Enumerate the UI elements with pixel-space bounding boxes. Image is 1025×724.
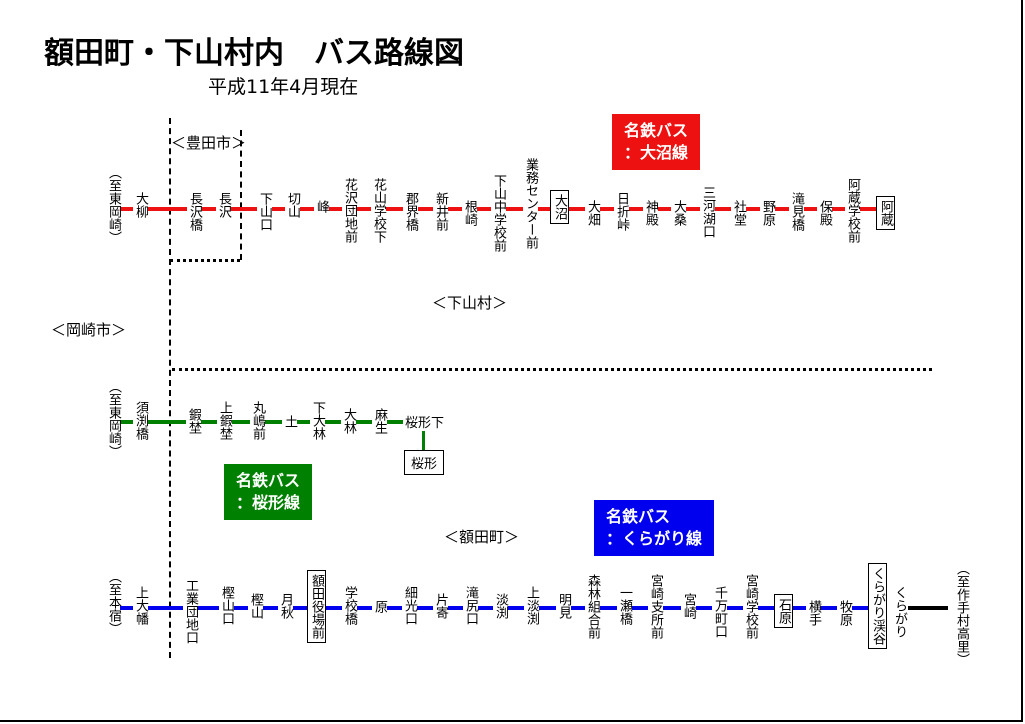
sakuragata-stop: 土 [282, 413, 297, 430]
onuma-stop: 郡界橋 [403, 190, 418, 233]
shimoyama-nukata-boundary [172, 368, 932, 371]
kuragari-stop: 宮崎 [681, 591, 696, 621]
kuragari-dest-left: （至本宿） [106, 570, 121, 635]
route-badge-kuragari: 名鉄バス ：くらがり線 [594, 500, 715, 556]
onuma-stop: 根崎 [462, 198, 477, 228]
kuragari-stop: 明見 [556, 591, 571, 621]
onuma-stop: 新井前 [433, 190, 448, 233]
kuragari-terminal-line [908, 606, 948, 610]
kuragari-stop: 上淡渕 [524, 584, 539, 627]
badge-kuragari-line1: 名鉄バス [606, 507, 671, 526]
onuma-stop: 花沢団地前 [342, 176, 357, 245]
onuma-stop: 保殿 [817, 198, 832, 228]
kuragari-stop: 横手 [806, 598, 821, 628]
route-badge-onuma: 名鉄バス ：大沼線 [612, 114, 701, 170]
kuragari-stop: 学校橋 [342, 584, 357, 627]
kuragari-stop: 牧原 [837, 598, 852, 628]
onuma-stop: 神殿 [643, 198, 658, 228]
onuma-stop: 日折峠 [614, 190, 629, 233]
sakuragata-stop: 上鍜埜 [217, 399, 232, 442]
sakuragata-junction: 桜形下 [403, 412, 447, 431]
onuma-stop: 峰 [314, 198, 329, 215]
kuragari-stop: 樫山口 [219, 584, 234, 627]
sakuragata-branch-terminal: 桜形 [404, 450, 445, 475]
toyota-boundary-right [240, 130, 242, 260]
onuma-stop: 大柳 [133, 190, 148, 220]
page-title: 額田町・下山村内 バス路線図 [44, 36, 464, 71]
onuma-stop: 切山 [285, 190, 300, 220]
sakuragata-stop: 須渕橋 [133, 399, 148, 442]
sakuragata-stop: 丸嶋前 [250, 399, 265, 442]
region-toyota: ＜豊田市＞ [171, 134, 247, 152]
okazaki-boundary-line [169, 118, 171, 658]
route-badge-sakuragata: 名鉄バス ：桜形線 [224, 464, 313, 520]
onuma-stop: 下山口 [257, 190, 272, 233]
kuragari-stop: 千万町口 [712, 584, 727, 640]
kuragari-dest-right: （至作手村高里） [954, 562, 969, 666]
kuragari-stop: 原 [372, 598, 387, 615]
sakuragata-stop: 下大林 [310, 399, 325, 442]
kuragari-stop: くらがり [892, 584, 907, 640]
kuragari-stop: 滝尻口 [463, 584, 478, 627]
onuma-stop-terminal: 阿蔵 [876, 196, 895, 230]
kuragari-stop: 淡渕 [493, 591, 508, 621]
sakuragata-dest-left: （至東岡崎） [106, 380, 121, 458]
region-okazaki: ＜岡崎市＞ [51, 321, 127, 339]
kuragari-stop: 月秋 [278, 591, 293, 621]
kuragari-stop: 樫山 [248, 591, 263, 621]
badge-sakuragata-line2: ：桜形線 [236, 493, 301, 512]
sakuragata-stop: 大林 [341, 406, 356, 436]
kuragari-stop: 工業団地口 [183, 577, 198, 646]
onuma-stop: 大畑 [585, 198, 600, 228]
kuragari-stop: 森林組合前 [585, 572, 600, 641]
onuma-stop: 下山中学校前 [491, 172, 506, 254]
kuragari-stop-boxed: くらがり渓谷 [868, 563, 887, 649]
sakuragata-stop: 鍜埜 [186, 406, 201, 436]
kuragari-stop-boxed: 額田役場前 [307, 570, 326, 643]
region-nukata: ＜額田町＞ [444, 528, 520, 546]
onuma-stop: 滝見橋 [789, 190, 804, 233]
page-subtitle: 平成11年4月現在 [208, 76, 359, 98]
kuragari-stop: 一瀬橋 [617, 584, 632, 627]
kuragari-stop-boxed: 石原 [774, 594, 793, 628]
sakuragata-route-line [120, 420, 425, 424]
onuma-stop: 花山学校下 [371, 176, 386, 245]
region-shimoyama: ＜下山村＞ [432, 294, 508, 312]
onuma-stop: 大桑 [671, 198, 686, 228]
onuma-stop-terminal: 大沼 [550, 190, 569, 224]
onuma-stop: 阿蔵学校前 [845, 176, 860, 245]
kuragari-stop: 細光口 [402, 584, 417, 627]
kuragari-stop: 宮崎学校前 [743, 572, 758, 641]
badge-onuma-line1: 名鉄バス [624, 121, 689, 140]
kuragari-stop: 宮崎支所前 [648, 572, 663, 641]
badge-onuma-line2: ：大沼線 [624, 143, 689, 162]
kuragari-stop: 上大幡 [133, 584, 148, 627]
onuma-stop: 業務センター前 [523, 156, 538, 251]
onuma-stop: 社堂 [731, 198, 746, 228]
onuma-stop: 野原 [760, 198, 775, 228]
onuma-stop: 三河湖口 [700, 184, 715, 240]
onuma-stop: 長沢 [216, 190, 231, 220]
badge-sakuragata-line1: 名鉄バス [236, 471, 301, 490]
badge-kuragari-line2: ：くらがり線 [606, 529, 703, 548]
onuma-dest-left: （至東岡崎） [106, 166, 121, 244]
onuma-stop: 長沢橋 [187, 190, 202, 233]
sakuragata-branch-line [422, 428, 425, 452]
kuragari-stop: 片寄 [433, 591, 448, 621]
sakuragata-stop: 麻生 [372, 406, 387, 436]
toyota-boundary-bottom [170, 259, 240, 262]
